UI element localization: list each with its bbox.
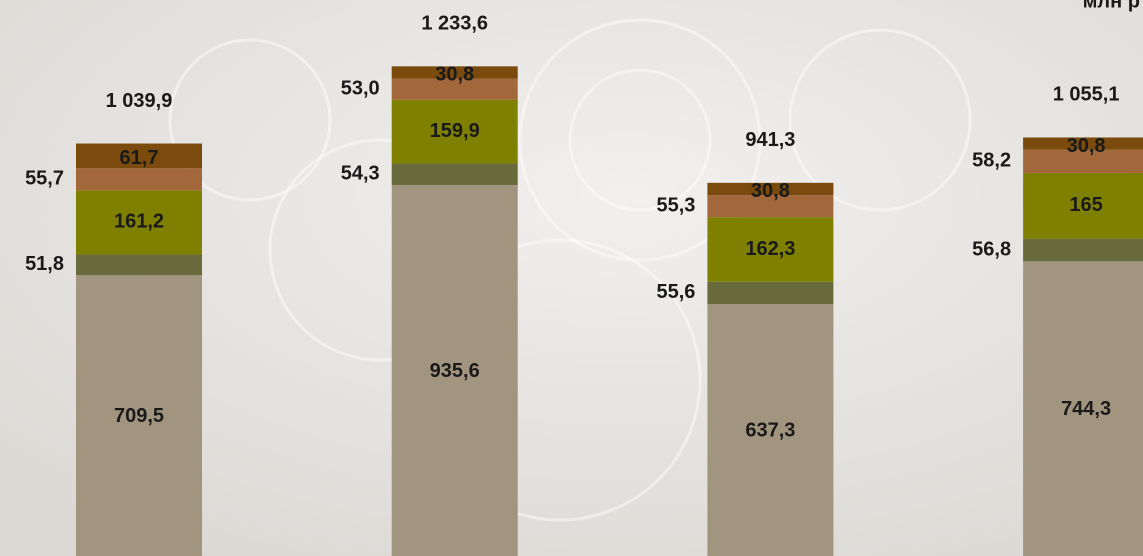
data-label: 51,8 [25,253,64,275]
bar-segment [707,217,834,282]
bar-segment [1023,238,1143,262]
bar-segment [391,99,518,164]
bar-segment [76,190,202,255]
total-label: 1 039,9 [106,90,173,112]
bar-segment [1023,172,1143,239]
bar-segment [707,182,834,196]
data-label: 54,3 [341,163,380,185]
bar-segment [1023,149,1143,173]
bar-segment [76,143,202,169]
unit-label: млн р [1083,0,1140,12]
data-label: 161,2 [114,211,164,233]
bar-segment [707,195,834,218]
data-label: 30,8 [435,64,474,86]
data-label: 30,8 [751,180,790,202]
data-label: 30,8 [1067,135,1106,157]
total-label: 941,3 [745,129,795,151]
data-label: 55,6 [656,281,695,303]
bar-segment [391,185,518,556]
bar-segment [707,281,834,304]
data-label: 935,6 [430,360,480,382]
total-label: 1 055,1 [1053,84,1120,106]
data-label: 709,5 [114,405,164,427]
data-label: 53,0 [341,77,380,99]
data-label: 159,9 [430,120,480,142]
bar-segment [391,78,518,100]
data-label: 58,2 [972,150,1011,172]
bar-segment [391,66,518,79]
data-label: 165 [1069,194,1102,216]
bar-segment [76,275,202,556]
bar-segment [707,303,834,556]
bar-segment [1023,137,1143,150]
data-label: 637,3 [745,419,795,441]
data-label: 61,7 [120,147,159,169]
bar-segment [391,163,518,186]
bar-segment [76,254,202,276]
total-label: 1 233,6 [421,13,488,35]
data-label: 56,8 [972,238,1011,260]
bar-segment [1023,261,1143,556]
data-label: 55,3 [656,194,695,216]
bar-segment [76,168,202,191]
data-label: 162,3 [745,238,795,260]
data-label: 744,3 [1061,398,1111,420]
data-label: 55,7 [25,167,64,189]
